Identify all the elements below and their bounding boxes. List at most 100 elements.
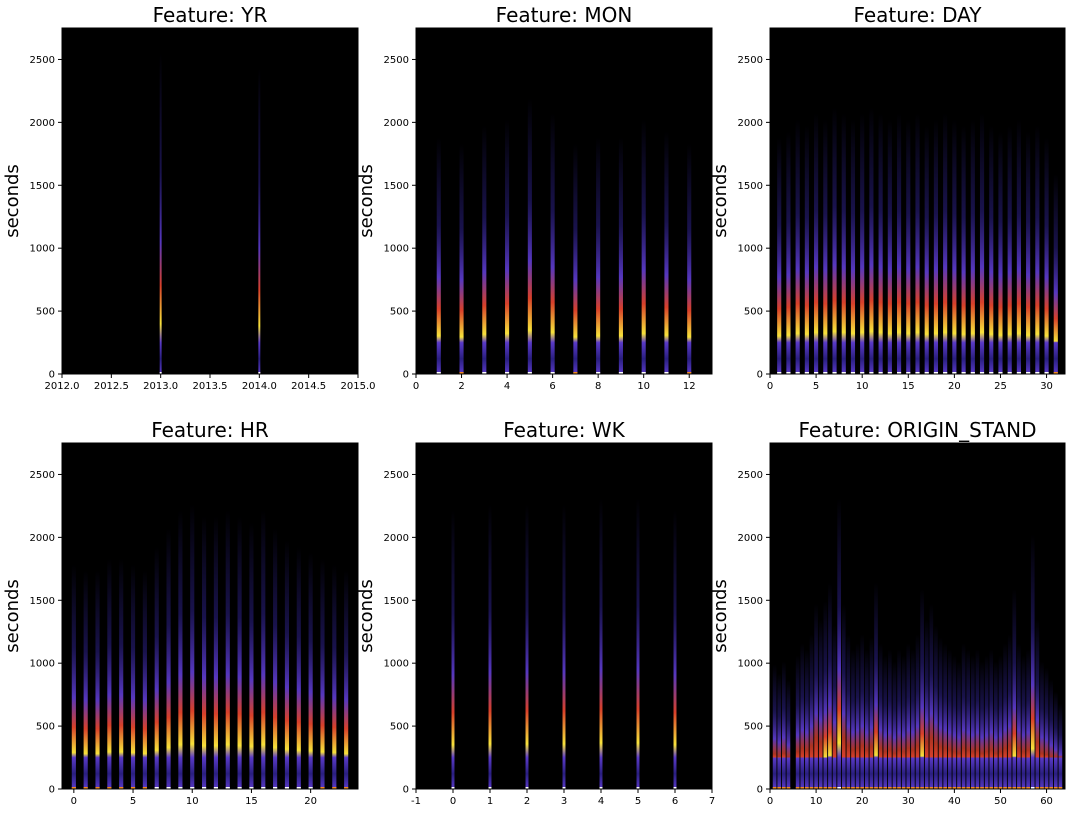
heatmap-column [107, 443, 112, 789]
heatmap-column [687, 28, 692, 374]
y-tick-label: 500 [36, 307, 55, 318]
column-base [823, 787, 828, 789]
column-base [924, 787, 929, 789]
heatmap-column [482, 28, 487, 374]
column-base [828, 787, 832, 789]
x-tick-label: 0 [767, 381, 773, 392]
heatmap-column [1016, 28, 1021, 374]
heatmap-column [952, 28, 957, 374]
heatmap-column [938, 443, 943, 789]
column-base [901, 787, 906, 789]
heatmap-column [1053, 28, 1058, 374]
heatmap-column [130, 443, 136, 789]
x-tick-label: 25 [994, 381, 1007, 392]
heatmap-column [1058, 443, 1063, 789]
column-base [800, 787, 805, 789]
heatmap-column [989, 443, 994, 789]
column-base [823, 372, 828, 374]
column-base [915, 787, 920, 789]
column-base [989, 372, 994, 374]
x-tick-label: 2 [524, 796, 530, 807]
y-tick-label: 1000 [384, 244, 409, 255]
column-base [1007, 372, 1012, 374]
heatmap-column [966, 443, 971, 789]
heatmap-column [1035, 443, 1040, 789]
column-base [888, 787, 892, 789]
column-base [850, 372, 856, 374]
x-tick-label: 12 [683, 381, 696, 392]
column-base [970, 787, 975, 789]
heatmap-column [1040, 443, 1044, 789]
heatmap-column [906, 443, 911, 789]
column-base [258, 372, 261, 374]
x-tick-label: 10 [186, 796, 199, 807]
subplot-2: 0 5 10 15 20 25 30 0 500 1000 1500 2000 2500 Feature:… [710, 3, 1066, 392]
column-base [804, 372, 809, 374]
heatmap-column [874, 443, 878, 789]
column-base [860, 787, 865, 789]
heatmap-column [929, 443, 934, 789]
heatmap-column [550, 28, 555, 374]
y-tick-label: 0 [49, 785, 55, 796]
heatmap-column [436, 28, 441, 374]
heatmap-column [934, 443, 938, 789]
heatmap-column [901, 443, 906, 789]
subplot-title: Feature: HR [151, 418, 269, 442]
column-base [929, 787, 934, 789]
x-tick-label: 60 [1040, 796, 1053, 807]
heatmap-column [814, 443, 818, 789]
column-base [795, 372, 800, 374]
axes-frame [769, 27, 1066, 375]
heatmap-column [851, 443, 855, 789]
x-tick-label: 0 [71, 796, 77, 807]
y-tick-label: 2000 [384, 533, 409, 544]
y-tick-label: 2000 [384, 118, 409, 129]
column-base [1012, 787, 1017, 789]
heatmap-column [772, 443, 777, 789]
y-tick-label: 1500 [738, 181, 763, 192]
column-base [249, 787, 254, 789]
heatmap-column [618, 28, 623, 374]
subplot-title: Feature: ORIGIN_STAND [799, 418, 1037, 442]
column-base [1053, 372, 1058, 374]
heatmap-column [641, 28, 646, 374]
y-tick-label: 0 [757, 370, 763, 381]
x-tick-label: 10 [856, 381, 869, 392]
heatmap-column [989, 28, 994, 374]
column-base [1035, 372, 1040, 374]
column-base [837, 787, 841, 789]
heatmap-columns [436, 28, 692, 374]
x-tick-label: 4 [598, 796, 604, 807]
heatmap-column [805, 443, 809, 789]
x-tick-label: 3 [561, 796, 567, 807]
column-base [887, 372, 892, 374]
heatmap-column [320, 443, 325, 789]
axes-frame [61, 442, 359, 790]
heatmap-column [636, 443, 640, 789]
y-tick-label: 2500 [30, 470, 55, 481]
column-base [933, 372, 939, 374]
y-tick-label: 500 [390, 307, 409, 318]
column-base [641, 372, 646, 374]
column-base [550, 372, 555, 374]
heatmap-column [596, 28, 601, 374]
column-base [961, 787, 966, 789]
heatmap-column [505, 28, 510, 374]
column-base [332, 787, 337, 789]
column-base [832, 372, 837, 374]
plot-area [62, 443, 358, 789]
heatmap-column [911, 443, 915, 789]
heatmap-column [975, 443, 980, 789]
subplot-title: Feature: MON [496, 3, 633, 27]
x-tick-label: 50 [994, 796, 1007, 807]
y-tick-label: 2500 [30, 55, 55, 66]
heatmap-column [119, 443, 124, 789]
x-tick-label: 8 [595, 381, 601, 392]
heatmap-column [841, 443, 846, 789]
heatmap-column [814, 28, 819, 374]
column-base [71, 787, 76, 789]
column-base [1007, 787, 1012, 789]
column-base [998, 787, 1003, 789]
heatmap-column [924, 28, 929, 374]
